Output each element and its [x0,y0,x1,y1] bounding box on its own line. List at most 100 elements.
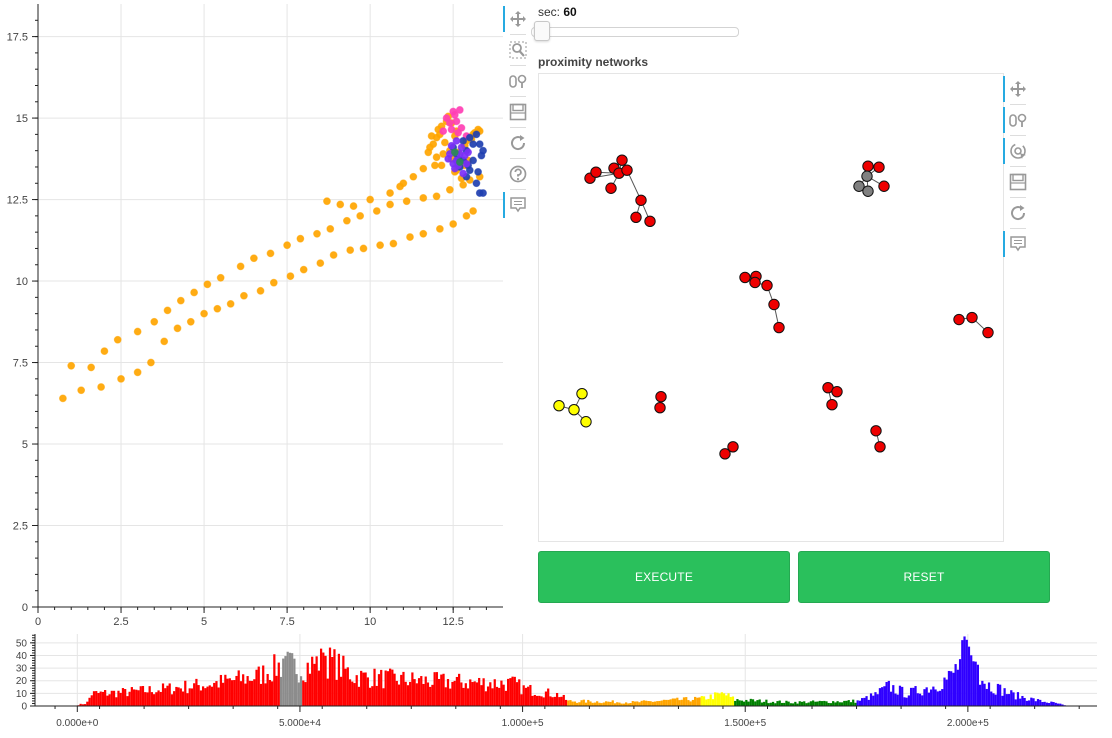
histogram-bar [609,701,612,706]
toolbar-separator [1010,135,1026,136]
network-plot[interactable] [538,73,1004,542]
histogram-bar [150,692,153,706]
pan-tool[interactable] [1003,74,1033,104]
help-icon [509,165,527,183]
histogram-bar [520,694,523,706]
histogram-bar [424,676,427,706]
histogram-bar [854,702,857,706]
histogram-bar [135,689,138,706]
histogram-bar [834,702,837,706]
scatter-point [474,167,482,176]
histogram-bar [493,679,496,706]
histogram-bar [544,691,548,706]
histogram-bar [333,649,336,706]
histogram-bar [304,682,307,706]
toolbar-separator [1010,166,1026,167]
toolbar-separator [1010,197,1026,198]
scatter-point [455,158,464,166]
histogram-bar [319,648,323,706]
histogram-bar [678,700,681,706]
histogram-bar [431,684,434,706]
histogram-bar [324,655,327,706]
histogram-bar [420,676,423,706]
reset-tool[interactable] [503,128,533,158]
histogram-bar [400,674,403,706]
y-tick-label: 2.5 [13,521,28,533]
scatter-point [326,225,335,233]
histogram-bar [983,683,986,706]
histogram-bar [934,689,937,706]
histogram-bar [121,688,125,706]
scatter-point [432,153,441,162]
scatter-point [87,363,96,372]
scatter-point [472,130,481,139]
histogram-bar [293,658,296,706]
network-node [605,182,617,194]
save-tool[interactable] [503,97,533,127]
scatter-point [356,211,365,220]
scatter-point [424,148,433,157]
histogram-bar [738,700,741,706]
histogram-bar [685,697,688,706]
histogram-bar [168,683,171,706]
histogram-bar [433,672,436,706]
tap-tool[interactable] [1003,136,1033,166]
hist-x-tick-label: 1.500e+5 [724,718,766,729]
histogram-bar [246,676,249,706]
reset-tool[interactable] [1003,198,1033,228]
histogram-bar [92,691,96,706]
toolbar-separator [510,34,526,35]
histogram-bar [958,659,962,706]
histogram-bar [511,676,514,706]
wheel-zoom-tool[interactable] [503,66,533,96]
hover-tool[interactable] [1003,229,1033,259]
time-slider-handle[interactable] [533,21,550,41]
hover-tool[interactable] [503,190,533,220]
wheel-zoom-tool[interactable] [1003,105,1033,135]
x-tick-label: 2.5 [113,616,128,628]
histogram-bar [720,692,723,706]
scatter-point [299,265,308,274]
scatter-point [316,259,325,268]
histogram-bar [1007,694,1011,706]
hist-y-tick-label: 20 [16,676,28,687]
time-slider-track[interactable] [531,27,739,37]
scatter-plot[interactable]: 0 2.5 5 7.5 10 12.5 0 2.5 5 7.5 10 12.5 15 17.5 [0,0,505,628]
network-node [953,313,965,326]
scatter-point [469,156,478,165]
histogram-bar [297,682,300,706]
histogram-bar [542,697,545,706]
scatter-point [336,200,345,209]
histogram-bar [921,695,924,706]
histogram-bar [1003,688,1006,706]
histogram-bar [1010,690,1013,706]
histogram-bar [157,690,160,706]
histogram-bar [101,691,105,706]
help-tool[interactable] [503,159,533,189]
histogram-bar [210,686,214,706]
histogram-bar [776,701,779,706]
histogram-bar [901,686,904,706]
histogram-bar [213,682,216,706]
histogram-bar [907,695,910,706]
scatter-point [399,179,408,188]
scatter-point [452,117,461,126]
box-zoom-tool[interactable] [503,35,533,65]
execute-button[interactable]: EXECUTE [538,551,790,603]
reset-button[interactable]: RESET [798,551,1050,603]
scatter-point [419,229,428,238]
slider-label: sec: [538,5,561,19]
network-node [831,385,843,398]
histogram-bar [863,697,866,706]
pan-tool[interactable] [503,4,533,34]
scatter-point [479,189,487,197]
histogram-bar [368,687,372,706]
histogram-bar [656,701,659,706]
histogram-bar [308,673,312,706]
scatter-point [406,233,414,241]
scatter-point [475,140,484,149]
save-tool[interactable] [1003,167,1033,197]
histogram-bar [373,668,376,706]
histogram-bar [722,693,726,706]
